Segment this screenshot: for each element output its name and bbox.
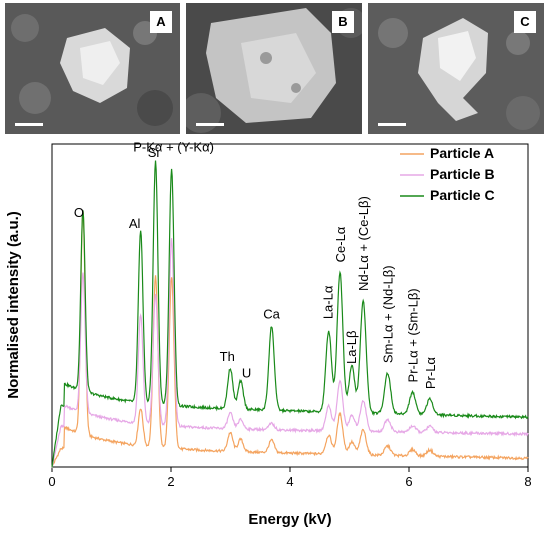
scale-bar-b (196, 123, 224, 126)
legend-label: Particle C (430, 187, 495, 203)
x-tick-label: 6 (405, 474, 412, 489)
series-line-particle-b (51, 238, 529, 469)
sem-panel-b: B (186, 3, 362, 134)
peak-label: Ca (263, 307, 280, 322)
x-axis-label: Energy (kV) (248, 511, 331, 528)
peak-label: O (74, 205, 84, 220)
legend-label: Particle B (430, 166, 495, 182)
sem-image-c (368, 3, 544, 134)
sem-panel-c: C (368, 3, 544, 134)
peak-label: Al (129, 216, 141, 231)
x-ticks: 0 2 4 6 8 (48, 467, 532, 489)
sem-panel-a: A (5, 3, 180, 134)
peak-label: La-Lα (321, 285, 336, 319)
panel-label-c: C (514, 11, 536, 33)
series-line-particle-c (51, 160, 529, 468)
sem-image-b (186, 3, 362, 134)
scale-bar-c (378, 123, 406, 126)
peak-label: La-Lβ (344, 330, 359, 364)
peak-label: Pr-Lα + (Sm-Lβ) (406, 288, 421, 382)
scale-bar-a (15, 123, 43, 126)
peak-label: Ce-Lα (333, 226, 348, 262)
x-tick-label: 4 (286, 474, 293, 489)
y-axis-label: Normalised intensity (a.u.) (5, 211, 22, 399)
legend-label: Particle A (430, 145, 494, 161)
x-tick-label: 2 (167, 474, 174, 489)
peak-label: Pr-Lα (423, 357, 438, 390)
peak-label: Si (148, 145, 160, 160)
peak-label: P-Kα + (Y-Kα) (133, 140, 214, 155)
panel-label-b: B (332, 11, 354, 33)
x-tick-label: 8 (524, 474, 531, 489)
spectrum-curves (51, 160, 529, 469)
peak-label: Nd-Lα + (Ce-Lβ) (356, 196, 371, 291)
peak-label: U (242, 366, 251, 381)
peak-label: Th (220, 349, 235, 364)
peak-label: Sm-Lα + (Nd-Lβ) (381, 265, 396, 363)
series-line-particle-a (51, 210, 529, 468)
spectrum-chart: 0 2 4 6 8 O Al SiP-Kα + (Y-Kα) Th U Ca La-Lα Ce-Lα L… (5, 140, 532, 528)
peak-labels: O Al SiP-Kα + (Y-Kα) Th U Ca La-Lα Ce-Lα La-Lβ Nd… (74, 140, 438, 390)
panel-label-a: A (150, 11, 172, 33)
x-tick-label: 0 (48, 474, 55, 489)
legend: Particle A Particle B Particle C (400, 145, 495, 203)
